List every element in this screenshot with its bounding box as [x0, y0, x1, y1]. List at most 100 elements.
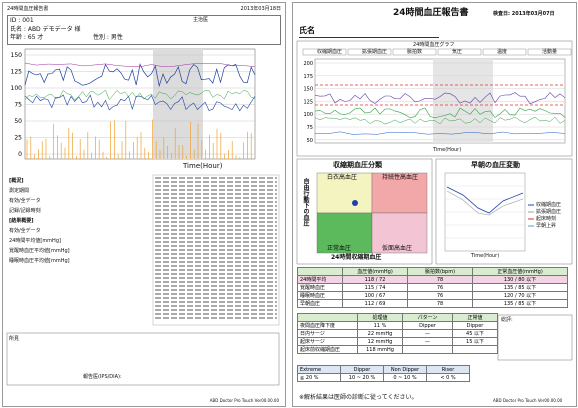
trace — [24, 89, 256, 101]
cell: 45 以下 — [452, 329, 498, 338]
cell: — — [402, 329, 453, 338]
quadrant-label: 正常血圧 — [327, 245, 352, 252]
summary-line: 記録/記録時刻 — [9, 208, 41, 214]
row: 24時間平均 118 / 72 78 130 / 80 以下 — [297, 275, 568, 284]
legend-entry: 脈拍数 — [407, 49, 423, 55]
cell: 100 / 67 — [342, 291, 408, 300]
y-tick-label: 75 — [14, 102, 22, 109]
cell: 正常血圧値(mmHg) — [472, 267, 568, 276]
trace — [314, 131, 566, 135]
cell: 夜間血圧降下度 — [297, 321, 358, 330]
summary-line: 測定期間 — [9, 188, 30, 194]
y-tick-label: 50 — [14, 118, 22, 125]
legend-box — [437, 48, 482, 56]
left-page: 24時間血圧報告書 2013年03月18日 ID : 001 主治医 氏名 : … — [2, 2, 286, 407]
trace — [314, 92, 566, 105]
patient-name: 氏名 : ABD デモデータ 様 — [10, 26, 81, 33]
row: 日内サージ 22 mmHg —45 以下 — [297, 329, 498, 338]
x-label: Time(Hour) — [183, 162, 223, 170]
cell: Riser — [426, 365, 470, 374]
name-underline — [299, 37, 439, 38]
row: 睡眠時血圧 100 / 67 76 120 / 70 以下 — [297, 291, 568, 300]
quadrant-label: 白衣高血圧 — [327, 174, 358, 181]
cell — [402, 345, 453, 354]
cell: 135 / 85 以下 — [472, 299, 568, 308]
data-table — [152, 174, 280, 326]
classify-title: 収縮期血圧分類 — [333, 161, 382, 169]
y-tick-label: 125 — [303, 99, 313, 105]
cell: 118 / 72 — [342, 275, 408, 284]
y-tick-label: 100 — [303, 112, 313, 118]
y-tick-label: 150 — [303, 87, 313, 93]
doctor: 主治医 — [193, 17, 209, 23]
cell: 112 / 69 — [342, 299, 408, 308]
night-band — [433, 59, 493, 143]
summary-line: 睡眠時血圧平均値[mmHg] — [9, 258, 70, 264]
surge-table: 処理値 パターン 正常値 夜間血圧降下度 11 % Dipper Dipper 日内サージ 22… — [297, 313, 498, 354]
patient-id: ID : 001 — [10, 17, 34, 24]
cell: 11 % — [357, 321, 403, 330]
legend-box — [302, 48, 347, 56]
cell: 76 — [407, 291, 473, 300]
legend-entry: 収縮期血圧 — [317, 49, 343, 55]
summary-line: [結果概要] — [9, 218, 34, 224]
legend-entry: 早朝上昇 — [536, 223, 557, 229]
cell: 処理値 — [357, 313, 403, 322]
patient-age: 年齢 : 65 才 — [10, 34, 44, 41]
trace — [24, 62, 256, 68]
cell: 起床前収縮期血圧 — [297, 345, 358, 354]
legend-entry: 拡張期血圧 — [362, 49, 388, 55]
cell: 22 mmHg — [357, 329, 403, 338]
legend-entry: 温度 — [497, 49, 508, 55]
note: ※解析結果は医師の診断に従ってください。 — [299, 394, 418, 401]
cell: 血圧値(mmHg) — [342, 267, 408, 276]
cell: 15 以下 — [452, 337, 498, 346]
trace — [314, 116, 566, 125]
header-title: 24時間血圧報告書 — [7, 6, 49, 12]
cell — [297, 267, 343, 276]
legend-entry: 収縮期血圧 — [536, 202, 562, 208]
row: 夜間血圧降下度 11 % Dipper Dipper — [297, 321, 498, 330]
cell: 118 mmHg — [357, 345, 403, 354]
trace — [314, 107, 566, 119]
legend-box — [482, 48, 527, 56]
y-tick-label: 175 — [303, 74, 313, 80]
cell: 起床サージ — [297, 337, 358, 346]
row: 起床サージ 12 mmHg —15 以下 — [297, 337, 498, 346]
y-tick-label: 125 — [11, 69, 23, 76]
cell: 脈拍数(bpm) — [407, 267, 473, 276]
cell — [452, 345, 498, 354]
y-tick-label: 0 — [18, 151, 22, 158]
title: 24時間血圧報告書 — [393, 8, 469, 18]
row: 早朝血圧 112 / 69 78 135 / 85 以下 — [297, 299, 568, 308]
cell: パターン — [402, 313, 453, 322]
cell: Dipper — [340, 365, 384, 374]
quadrant — [316, 212, 373, 254]
quadrant — [371, 172, 428, 214]
y-tick-label: 200 — [303, 61, 313, 67]
cell: Dipper — [402, 321, 453, 330]
legend-entry: 拡張期血圧 — [536, 209, 562, 215]
patient-box — [7, 15, 281, 45]
cell: Dipper — [452, 321, 498, 330]
cell: 睡眠時血圧 — [297, 291, 343, 300]
cell: < 0 % — [426, 373, 470, 382]
cell: 日内サージ — [297, 329, 358, 338]
patient-point — [352, 200, 358, 206]
summary-line: [概況] — [9, 178, 24, 184]
reporter: 報告医(IPS/DIA): — [83, 374, 122, 380]
cell: 115 / 74 — [342, 283, 408, 292]
morning-line — [446, 186, 524, 214]
row: Extreme Dipper Non Dipper Riser — [297, 365, 470, 374]
cell: 12 mmHg — [357, 337, 403, 346]
cell: Extreme — [297, 365, 341, 374]
classify-y-label: 自由行動下の血圧 — [302, 178, 309, 226]
cell: 78 — [407, 275, 473, 284]
comment-label: 総評: — [501, 317, 513, 323]
y-tick-label: 150 — [11, 52, 23, 59]
patient-sex: 性別 : 男性 — [93, 34, 123, 41]
cell — [297, 313, 358, 322]
morning-x-label: Time(Hour) — [471, 253, 500, 259]
left-chart: 150 125 100 75 50 25 0 — [6, 48, 280, 386]
name-label: 氏名 — [299, 26, 315, 35]
